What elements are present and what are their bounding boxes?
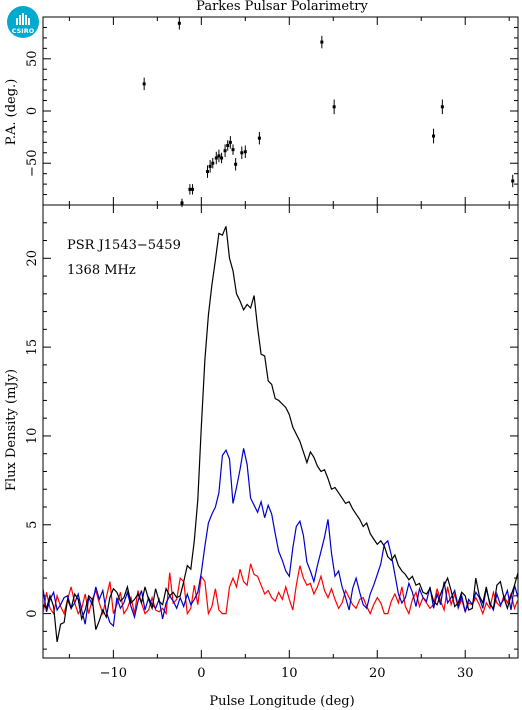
pa-marker bbox=[240, 151, 244, 155]
flux-series-circular bbox=[43, 563, 518, 616]
pa-point bbox=[220, 152, 224, 164]
frequency-annotation: 1368 MHz bbox=[67, 263, 136, 278]
x-tick-label: 0 bbox=[197, 666, 205, 681]
pa-marker bbox=[332, 105, 336, 109]
pa-point bbox=[243, 145, 247, 158]
logo-bar bbox=[22, 13, 24, 25]
pa-marker bbox=[142, 82, 146, 86]
flux-panel-frame bbox=[42, 204, 519, 659]
pa-point bbox=[191, 184, 195, 195]
pa-marker bbox=[223, 149, 227, 153]
pa-point bbox=[234, 158, 238, 171]
logo-bar bbox=[25, 15, 27, 25]
pa-point bbox=[228, 136, 232, 149]
logo-bar bbox=[28, 18, 30, 25]
x-tick-label: 30 bbox=[457, 666, 474, 681]
pa-marker bbox=[231, 148, 235, 152]
flux-y-tick-label: 10 bbox=[25, 428, 40, 445]
flux-y-tick-label: 5 bbox=[25, 521, 40, 529]
flux-lines bbox=[43, 226, 518, 643]
pa-y-tick-label: 50 bbox=[25, 51, 40, 68]
pa-point bbox=[432, 128, 436, 144]
pa-y-tick-label: −50 bbox=[25, 150, 40, 177]
flux-y-tick-label: 0 bbox=[25, 609, 40, 617]
csiro-logo-bars-icon bbox=[16, 13, 30, 25]
pa-marker bbox=[243, 150, 247, 154]
csiro-logo-text: CSIRO bbox=[12, 27, 35, 35]
pa-point bbox=[205, 165, 209, 178]
x-tick-label: 20 bbox=[369, 666, 386, 681]
pa-marker bbox=[208, 164, 212, 168]
pa-marker bbox=[177, 21, 181, 25]
pulsar-name-annotation: PSR J1543−5459 bbox=[67, 238, 181, 253]
pa-marker bbox=[432, 134, 436, 138]
pa-point bbox=[188, 184, 192, 195]
pa-marker bbox=[228, 140, 232, 144]
pa-axis-label: P.A. (deg.) bbox=[4, 79, 19, 146]
pa-point bbox=[226, 140, 230, 151]
logo-bar bbox=[19, 15, 21, 25]
pa-point bbox=[223, 144, 227, 157]
pa-points bbox=[142, 17, 515, 208]
pa-point bbox=[257, 131, 261, 145]
pa-marker bbox=[191, 187, 195, 191]
x-tick-label: 10 bbox=[281, 666, 298, 681]
pa-y-tick-label: 0 bbox=[25, 107, 40, 115]
flux-y-tick-label: 20 bbox=[25, 250, 40, 267]
pa-point bbox=[180, 198, 184, 208]
flux-axis-label: Flux Density (mJy) bbox=[4, 369, 19, 491]
x-axis-label: Pulse Longitude (deg) bbox=[209, 694, 354, 709]
pa-point bbox=[511, 174, 515, 188]
pa-marker bbox=[217, 154, 221, 158]
pa-marker bbox=[320, 40, 324, 44]
pa-panel-frame bbox=[42, 16, 519, 206]
pa-point bbox=[211, 158, 215, 169]
pa-axes: −50 0 50 bbox=[25, 17, 518, 205]
pa-marker bbox=[234, 162, 238, 166]
pa-point bbox=[217, 149, 221, 163]
pa-marker bbox=[214, 156, 218, 160]
pa-point bbox=[214, 151, 218, 165]
pa-point bbox=[142, 77, 146, 91]
chart-title: Parkes Pulsar Polarimetry bbox=[196, 0, 368, 14]
pa-point bbox=[177, 17, 181, 30]
x-tick-label: −10 bbox=[100, 666, 127, 681]
pa-marker bbox=[188, 187, 192, 191]
pa-point bbox=[440, 99, 444, 115]
pa-marker bbox=[511, 179, 515, 183]
pa-point bbox=[231, 144, 235, 155]
pa-point bbox=[208, 160, 212, 173]
pa-marker bbox=[211, 161, 215, 165]
pa-marker bbox=[440, 105, 444, 109]
pa-point bbox=[332, 99, 336, 115]
pa-point bbox=[240, 146, 244, 160]
flux-y-tick-label: 15 bbox=[25, 339, 40, 356]
csiro-logo: CSIRO bbox=[7, 6, 39, 38]
pa-marker bbox=[220, 156, 224, 160]
pa-point bbox=[320, 35, 324, 49]
pa-marker bbox=[180, 201, 184, 205]
pa-marker bbox=[226, 143, 230, 147]
logo-bar bbox=[16, 18, 18, 25]
flux-series-total bbox=[43, 226, 518, 643]
pa-marker bbox=[257, 136, 261, 140]
pa-marker bbox=[205, 170, 209, 174]
flux-axes: 0 5 10 15 20 −10 0 10 20 30 bbox=[25, 205, 518, 681]
flux-series-linear bbox=[43, 448, 518, 628]
